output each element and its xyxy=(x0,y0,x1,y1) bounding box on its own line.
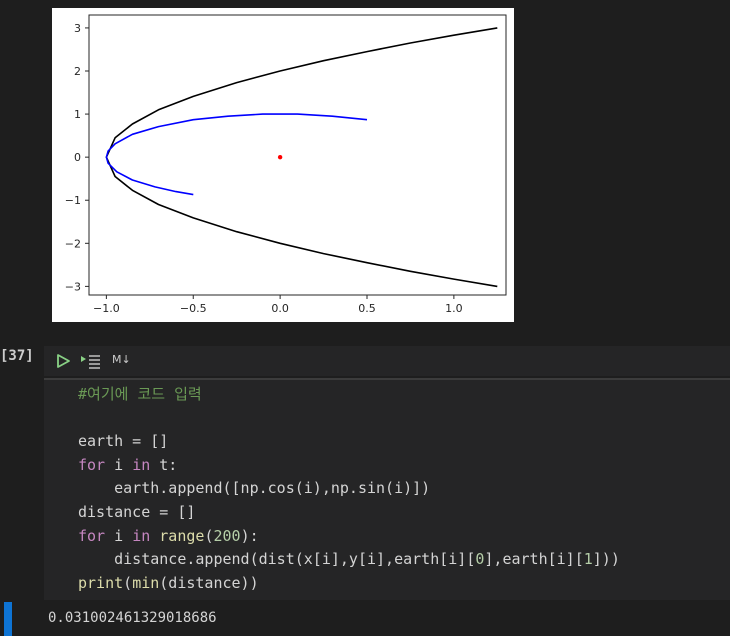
code-token: in xyxy=(132,455,151,474)
code-line: earth = [] xyxy=(78,429,168,453)
code-token: earth.append([np.cos(i),np.sin(i)]) xyxy=(78,479,431,498)
scatter-point xyxy=(277,154,283,160)
code-token: print xyxy=(78,573,124,592)
code-token: 200 xyxy=(213,526,241,545)
y-tick-label: −3 xyxy=(65,280,81,293)
code-token: 0 xyxy=(475,550,485,569)
code-token: ])) xyxy=(592,550,620,569)
code-line: for i in t: xyxy=(78,453,177,477)
code-token: earth = [] xyxy=(78,432,169,451)
x-tick-label: −0.5 xyxy=(180,302,207,315)
x-tick-label: −1.0 xyxy=(93,302,120,315)
code-token: ( xyxy=(123,573,133,592)
cell-toolbar: M↓ xyxy=(44,346,730,376)
code-line: distance = [] xyxy=(78,500,195,524)
run-below-icon[interactable] xyxy=(80,352,102,370)
code-token: ): xyxy=(240,526,259,545)
series-line-1 xyxy=(105,113,368,196)
output-text: 0.031002461329018686 xyxy=(48,610,217,626)
cell-language-label[interactable]: M↓ xyxy=(112,353,131,366)
plot-axes-frame xyxy=(88,14,507,296)
code-token: t: xyxy=(150,455,178,474)
y-tick-label: 0 xyxy=(74,151,81,164)
code-token: #여기에 코드 입력 xyxy=(78,385,202,403)
code-token: for xyxy=(78,526,106,545)
code-token: range xyxy=(159,526,205,545)
y-tick-label: 1 xyxy=(74,108,81,121)
code-token: i xyxy=(105,455,133,474)
code-token xyxy=(150,527,159,545)
code-line: earth.append([np.cos(i),np.sin(i)]) xyxy=(78,476,430,500)
parabola-plot: −1.0 −0.5 0.0 0.5 1.0 3 2 1 0 −1 −2 −3 xyxy=(65,14,507,315)
code-token: in xyxy=(132,526,151,545)
code-line: #여기에 코드 입력 xyxy=(78,382,202,406)
x-tick-label: 0.5 xyxy=(358,302,376,315)
y-tick-label: 3 xyxy=(74,22,81,35)
y-tick-label: −2 xyxy=(65,237,81,250)
output-focus-marker xyxy=(4,602,12,636)
x-tick-label: 0.0 xyxy=(271,302,289,315)
code-token: 1 xyxy=(583,550,593,569)
code-token: min xyxy=(132,573,160,592)
x-tick-label: 1.0 xyxy=(445,302,463,315)
y-tick-label: −1 xyxy=(65,194,81,207)
code-token: ],earth[i][ xyxy=(484,550,584,569)
toolbar-divider xyxy=(44,378,730,380)
code-line: print(min(distance)) xyxy=(78,571,259,595)
code-token: distance.append(dist(x[i],y[i],earth[i][ xyxy=(78,550,476,569)
code-token: ( xyxy=(204,526,214,545)
code-token: (distance)) xyxy=(159,573,259,592)
plot-output: −1.0 −0.5 0.0 0.5 1.0 3 2 1 0 −1 −2 −3 xyxy=(52,8,514,322)
code-token: for xyxy=(78,455,106,474)
code-token: i xyxy=(105,526,133,545)
execution-count: [37] xyxy=(0,348,34,364)
cell-output: 0.031002461329018686 xyxy=(0,602,730,636)
run-cell-icon[interactable] xyxy=(54,352,72,370)
code-token: distance = [] xyxy=(78,503,196,521)
code-line: for i in range(200): xyxy=(78,524,259,548)
y-tick-label: 2 xyxy=(74,65,81,78)
code-editor[interactable]: #여기에 코드 입력 earth = [] for i in t: earth.ap… xyxy=(44,380,730,600)
code-line: distance.append(dist(x[i],y[i],earth[i][… xyxy=(78,547,620,571)
